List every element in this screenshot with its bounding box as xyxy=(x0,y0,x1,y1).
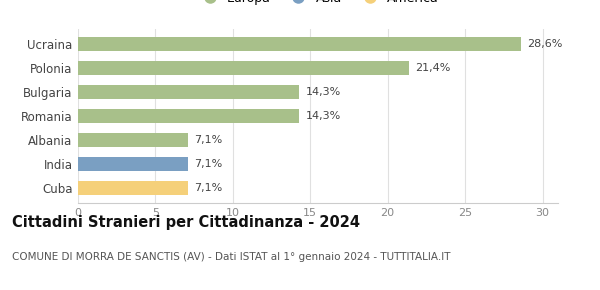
Bar xyxy=(78,133,188,147)
Text: Cittadini Stranieri per Cittadinanza - 2024: Cittadini Stranieri per Cittadinanza - 2… xyxy=(12,215,360,230)
Bar xyxy=(78,61,409,75)
Bar xyxy=(78,157,188,171)
Text: 14,3%: 14,3% xyxy=(305,87,341,97)
Text: 7,1%: 7,1% xyxy=(194,183,223,193)
Text: 14,3%: 14,3% xyxy=(305,111,341,121)
Bar xyxy=(78,37,521,51)
Text: COMUNE DI MORRA DE SANCTIS (AV) - Dati ISTAT al 1° gennaio 2024 - TUTTITALIA.IT: COMUNE DI MORRA DE SANCTIS (AV) - Dati I… xyxy=(12,252,451,262)
Bar xyxy=(78,181,188,195)
Text: 7,1%: 7,1% xyxy=(194,159,223,169)
Legend: Europa, Asia, America: Europa, Asia, America xyxy=(192,0,444,10)
Bar xyxy=(78,109,299,123)
Text: 28,6%: 28,6% xyxy=(527,39,562,49)
Text: 21,4%: 21,4% xyxy=(416,63,451,73)
Text: 7,1%: 7,1% xyxy=(194,135,223,145)
Bar xyxy=(78,85,299,99)
